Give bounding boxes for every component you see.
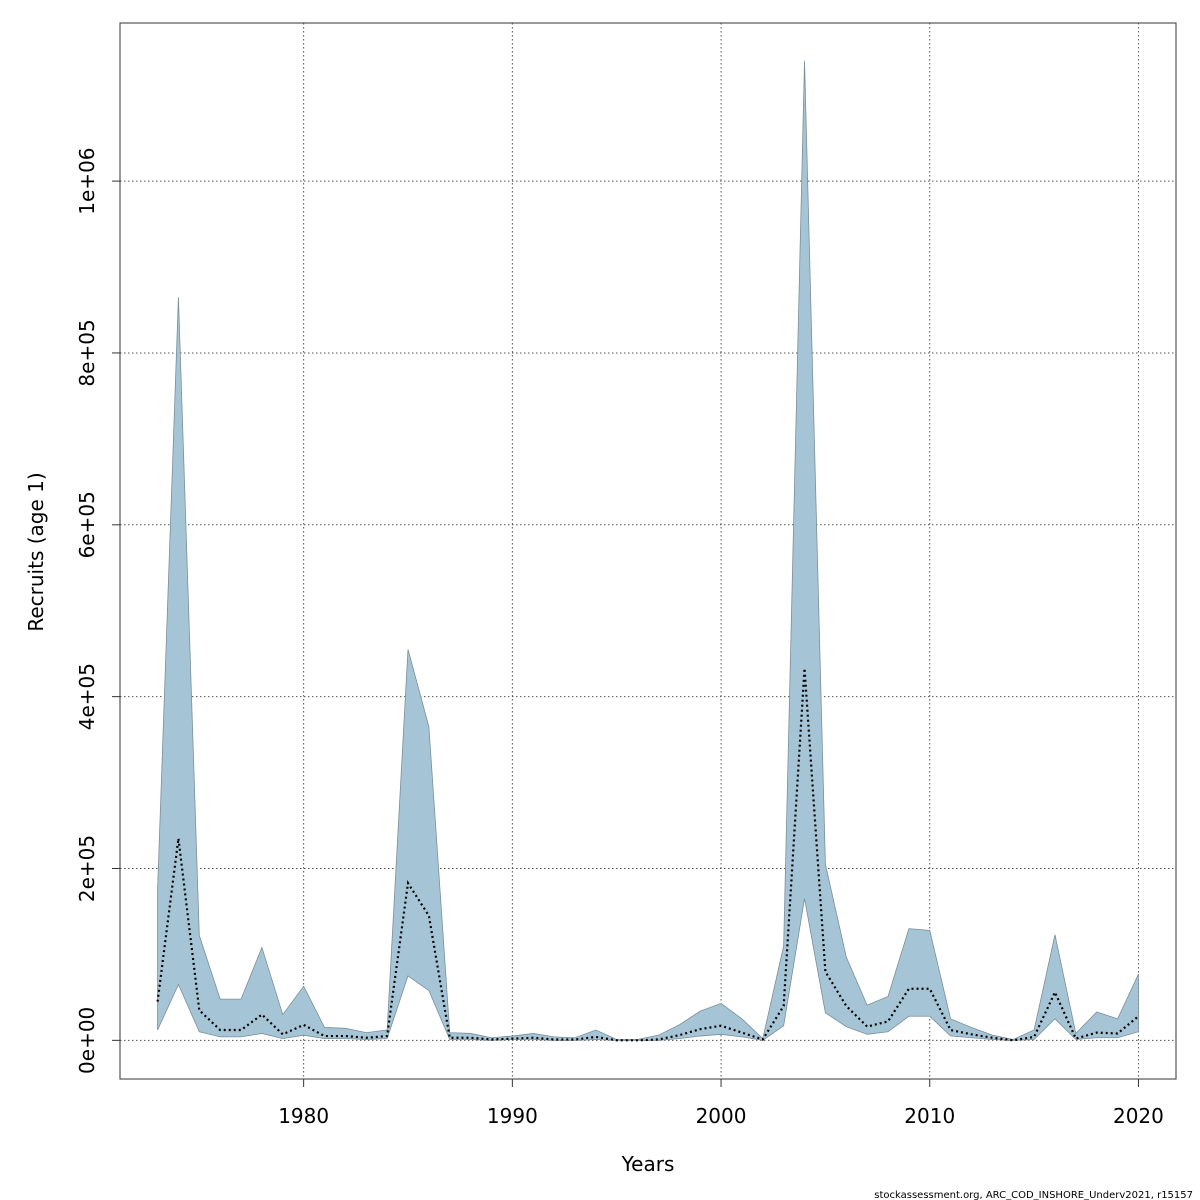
x-tick-label: 2010: [904, 1104, 955, 1128]
x-tick-label: 1990: [487, 1104, 538, 1128]
confidence-band-layer: [157, 60, 1139, 1041]
estimate-line-layer: [156, 668, 1140, 1042]
y-tick-label: 0e+00: [75, 1007, 99, 1074]
x-tick-label: 1980: [278, 1104, 329, 1128]
y-tick-label: 8e+05: [75, 319, 99, 386]
y-tick-label: 6e+05: [75, 491, 99, 558]
estimate-line: [156, 668, 1140, 1042]
confidence-band: [157, 60, 1139, 1041]
y-tick-label: 2e+05: [75, 835, 99, 902]
y-tick-label: 1e+06: [75, 147, 99, 214]
gridlines: [120, 23, 1176, 1079]
footnote: stockassessment.org, ARC_COD_INSHORE_Und…: [874, 1190, 1193, 1200]
y-tick-label: 4e+05: [75, 663, 99, 730]
x-axis-title: Years: [621, 1152, 675, 1176]
y-axis: 0e+00 2e+05 4e+05 6e+05 8e+05 1e+06: [75, 147, 120, 1074]
x-tick-label: 2020: [1113, 1104, 1164, 1128]
x-axis: 1980 1990 2000 2010 2020: [278, 1079, 1164, 1128]
plot-frame: [119, 22, 1177, 1080]
y-axis-title: Recruits (age 1): [24, 472, 48, 631]
x-tick-label: 2000: [696, 1104, 747, 1128]
